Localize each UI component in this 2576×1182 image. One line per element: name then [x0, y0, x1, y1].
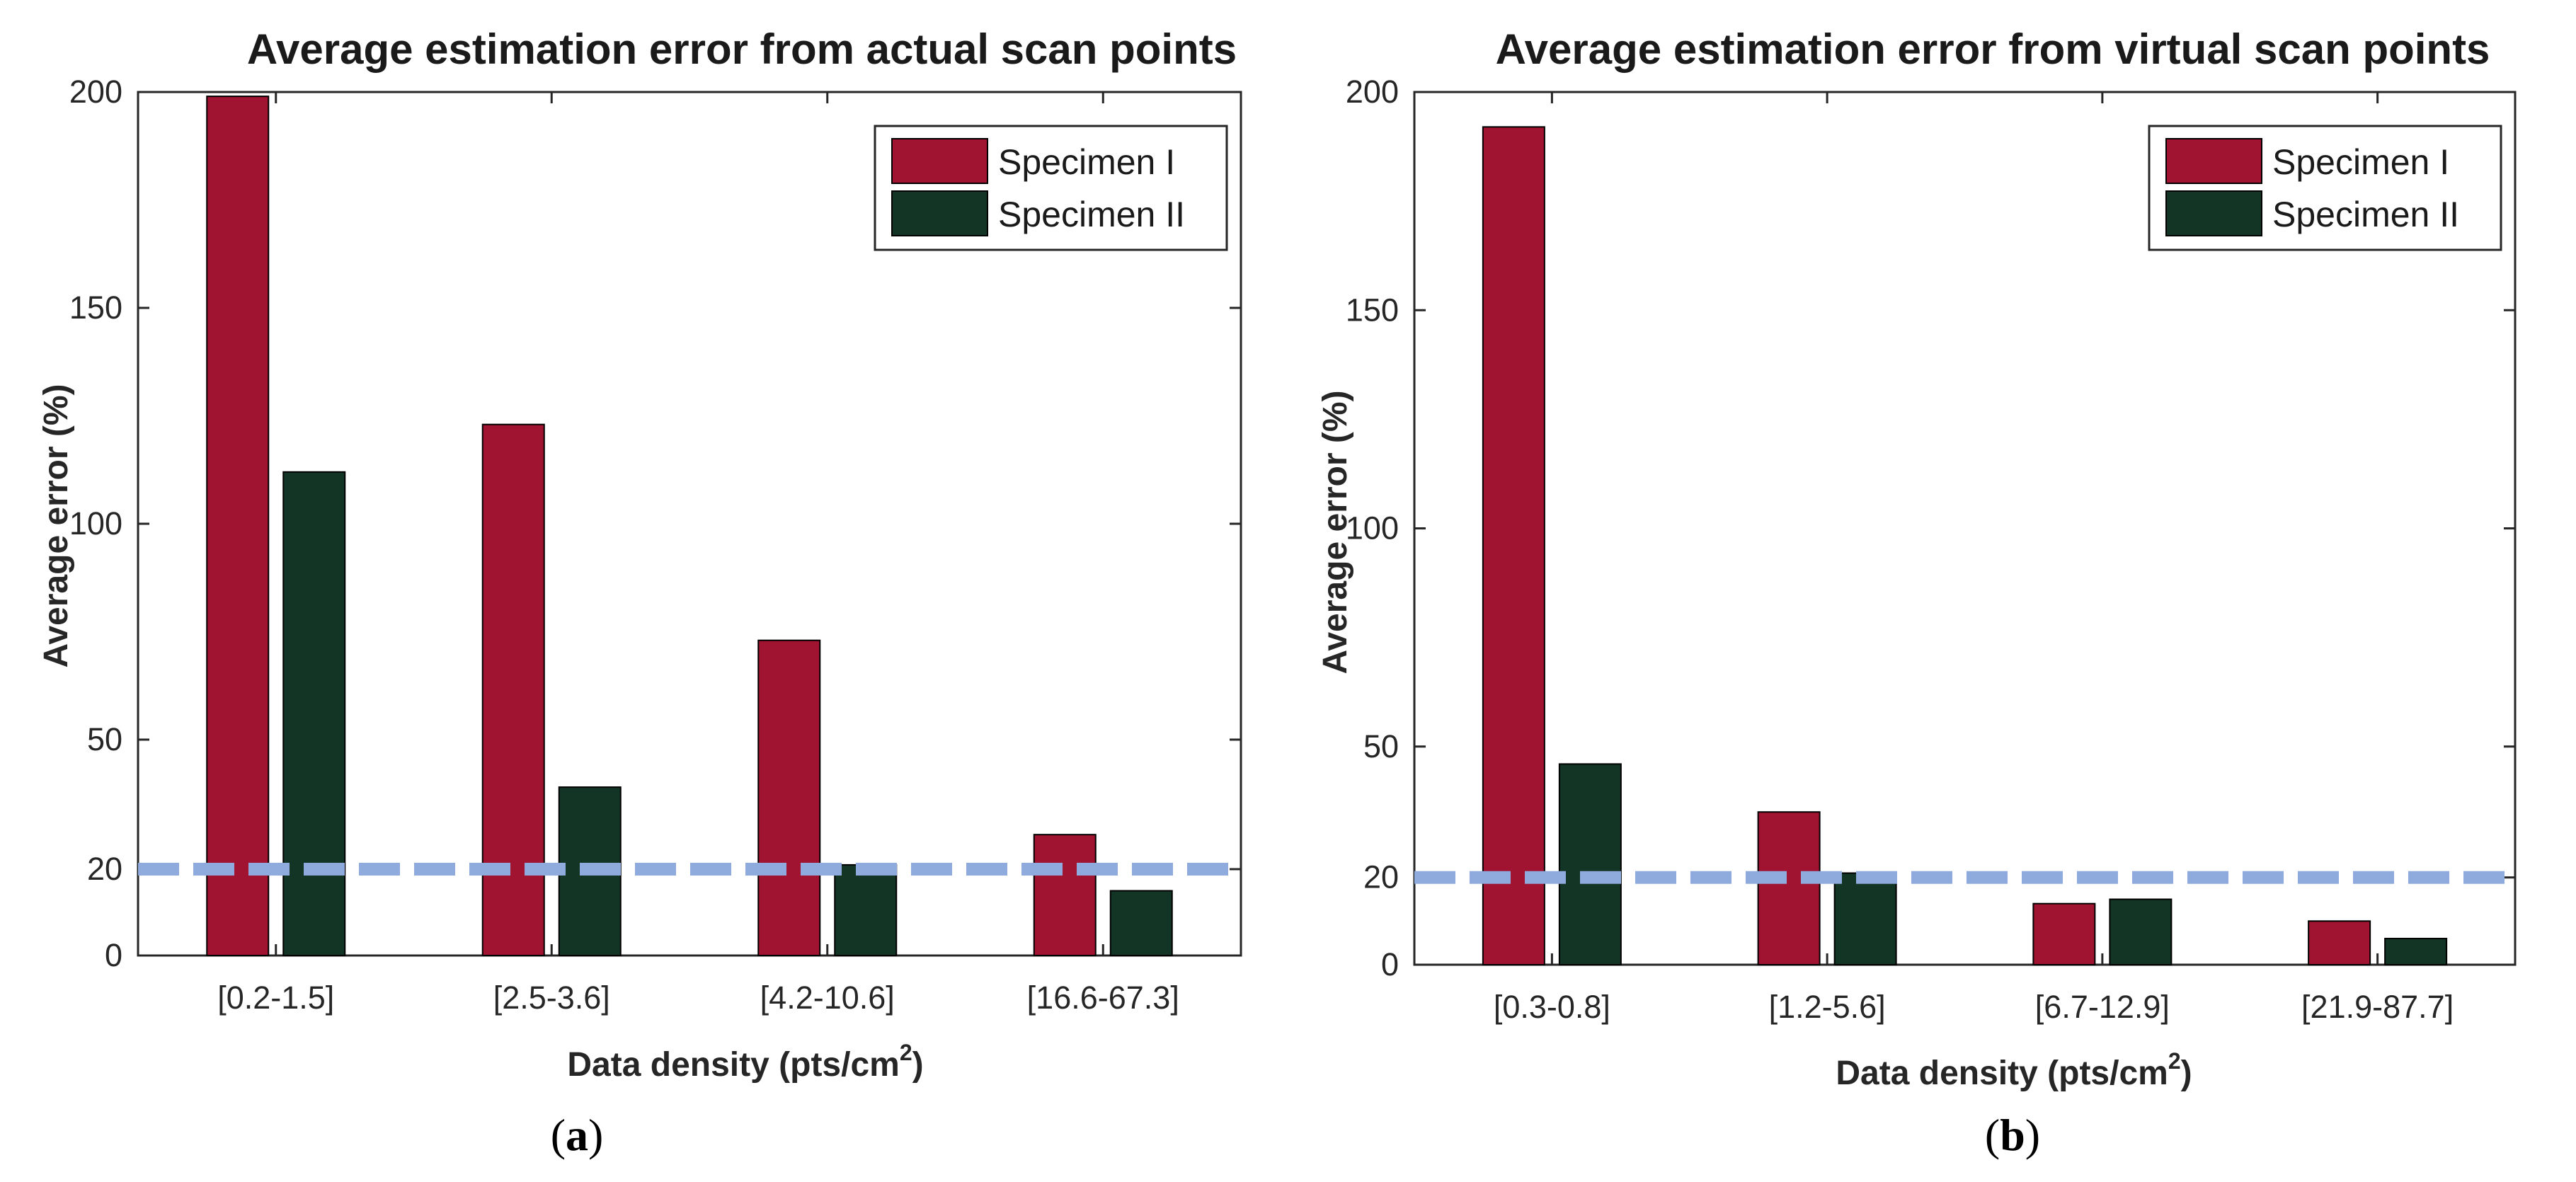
bar-specimen-2	[2109, 898, 2173, 966]
y-tick-label: 50	[87, 721, 122, 757]
y-tick-label: 150	[69, 289, 122, 326]
y-axis-label: Average error (%)	[1317, 390, 1354, 674]
legend-swatch	[891, 138, 988, 184]
bar-specimen-1	[1757, 811, 1821, 965]
x-axis-label: Data density (pts/cm2)	[1836, 1048, 2192, 1092]
bar-specimen-1	[2032, 902, 2096, 965]
bar-specimen-2	[2384, 938, 2448, 966]
y-tick-label: 0	[105, 937, 122, 973]
bar-specimen-2	[282, 471, 346, 956]
bar-specimen-1	[1033, 834, 1097, 956]
legend-entry: Specimen I	[998, 142, 1175, 182]
y-tick-label: 20	[87, 851, 122, 887]
y-tick-label: 100	[1346, 510, 1399, 546]
x-axis-label: Data density (pts/cm2)	[567, 1040, 923, 1084]
x-tick-label: [0.2-1.5]	[217, 980, 334, 1016]
legend: Specimen I Specimen II	[874, 125, 1228, 251]
chart-title: Average estimation error from virtual sc…	[1496, 25, 2490, 73]
y-tick-label: 50	[1363, 728, 1399, 764]
plot-area: 0 20 50 100 150 200 [0.3-0.8] [1.2-5.6] [6.7-12.…	[1346, 74, 2517, 1025]
legend-swatch	[2165, 138, 2262, 184]
bar-specimen-1	[2308, 920, 2371, 965]
chart-title: Average estimation error from actual sca…	[247, 25, 1237, 73]
y-tick-label: 100	[69, 505, 122, 541]
panel-label: (b)	[1985, 1110, 2040, 1160]
bar-specimen-1	[206, 96, 270, 957]
x-tick-label: [0.3-0.8]	[1494, 989, 1610, 1025]
bar-specimen-1	[1482, 126, 1545, 966]
y-tick-label: 200	[1346, 74, 1399, 110]
bar-specimen-2	[1109, 890, 1173, 956]
panel-label: (a)	[551, 1110, 604, 1160]
y-tick-label: 0	[1381, 946, 1399, 982]
plot-area: 0 20 50 100 150 200 [0.2-1.5] [2.5-3.6] [4.2-10.…	[69, 74, 1242, 1016]
bar-specimen-2	[834, 863, 898, 957]
y-tick-label: 20	[1363, 859, 1399, 895]
x-tick-label: [1.2-5.6]	[1769, 989, 1886, 1025]
y-axis-label: Average error (%)	[38, 384, 75, 667]
bar-specimen-2	[1558, 763, 1622, 966]
legend-entry: Specimen II	[2272, 195, 2459, 234]
x-tick-label: [2.5-3.6]	[493, 980, 610, 1016]
bar-specimen-2	[1833, 872, 1897, 966]
chart-panel-b: Average estimation error from virtual sc…	[1317, 25, 2517, 1160]
legend: Specimen I Specimen II	[2148, 125, 2502, 251]
legend-entry: Specimen I	[2272, 142, 2449, 182]
x-tick-label: [4.2-10.6]	[760, 980, 895, 1016]
y-tick-label: 200	[69, 74, 122, 110]
legend-entry: Specimen II	[998, 195, 1185, 234]
chart-panel-a: Average estimation error from actual sca…	[38, 25, 1242, 1160]
bar-specimen-1	[481, 423, 545, 956]
x-tick-label: [21.9-87.7]	[2301, 989, 2454, 1025]
bar-specimen-1	[757, 639, 821, 956]
x-tick-label: [6.7-12.9]	[2035, 989, 2170, 1025]
x-tick-label: [16.6-67.3]	[1027, 980, 1179, 1016]
legend-swatch	[2165, 190, 2262, 236]
legend-swatch	[891, 190, 988, 236]
y-tick-label: 150	[1346, 292, 1399, 328]
